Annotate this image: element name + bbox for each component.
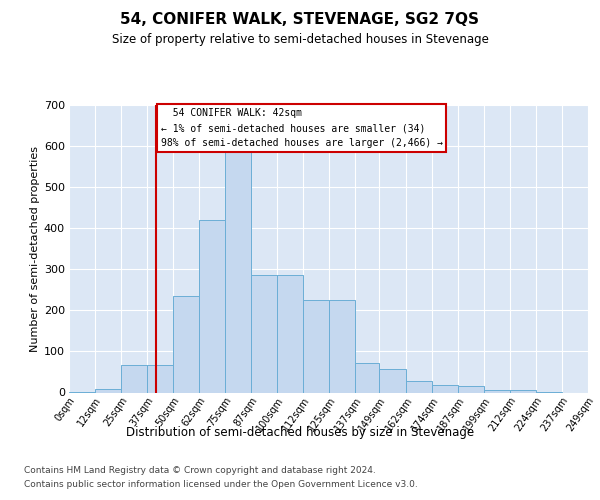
Bar bbox=[251, 276, 277, 392]
Bar bbox=[147, 364, 173, 392]
Bar bbox=[406, 381, 432, 392]
Text: Contains public sector information licensed under the Open Government Licence v3: Contains public sector information licen… bbox=[24, 480, 418, 489]
Text: 54, CONIFER WALK, STEVENAGE, SG2 7QS: 54, CONIFER WALK, STEVENAGE, SG2 7QS bbox=[121, 12, 479, 28]
Bar bbox=[484, 390, 510, 392]
Y-axis label: Number of semi-detached properties: Number of semi-detached properties bbox=[29, 146, 40, 352]
Text: Contains HM Land Registry data © Crown copyright and database right 2024.: Contains HM Land Registry data © Crown c… bbox=[24, 466, 376, 475]
Bar bbox=[121, 364, 147, 392]
Bar bbox=[458, 386, 484, 392]
Bar bbox=[173, 296, 199, 392]
Bar bbox=[199, 220, 225, 392]
Bar bbox=[329, 300, 355, 392]
Bar bbox=[355, 363, 379, 392]
Bar bbox=[277, 276, 303, 392]
Text: Distribution of semi-detached houses by size in Stevenage: Distribution of semi-detached houses by … bbox=[126, 426, 474, 439]
Text: 54 CONIFER WALK: 42sqm
← 1% of semi-detached houses are smaller (34)
98% of semi: 54 CONIFER WALK: 42sqm ← 1% of semi-deta… bbox=[161, 108, 443, 148]
Bar bbox=[510, 390, 536, 392]
Bar bbox=[95, 389, 121, 392]
Bar bbox=[432, 385, 458, 392]
Bar bbox=[379, 368, 406, 392]
Bar bbox=[303, 300, 329, 392]
Bar bbox=[225, 152, 251, 392]
Text: Size of property relative to semi-detached houses in Stevenage: Size of property relative to semi-detach… bbox=[112, 32, 488, 46]
